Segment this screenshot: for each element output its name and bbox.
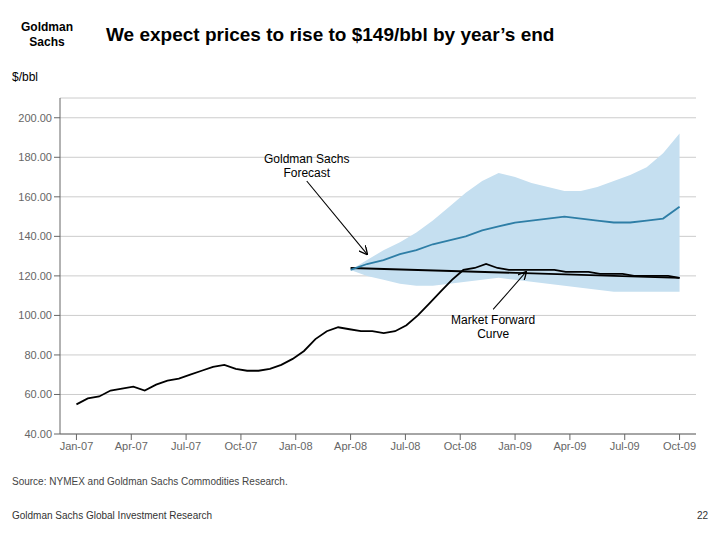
svg-text:Oct-08: Oct-08	[444, 440, 477, 452]
svg-text:180.00: 180.00	[18, 151, 52, 163]
svg-text:100.00: 100.00	[18, 309, 52, 321]
svg-text:Apr-09: Apr-09	[553, 440, 586, 452]
svg-text:Market ForwardCurve: Market ForwardCurve	[451, 313, 535, 341]
svg-text:Jan-09: Jan-09	[498, 440, 532, 452]
svg-text:Oct-09: Oct-09	[663, 440, 696, 452]
html-text:Goldman Sachs Global Investmen: Goldman Sachs Global Investment Research	[12, 510, 213, 521]
svg-text:Jan-08: Jan-08	[279, 440, 313, 452]
html-text:$/bbl: $/bbl	[12, 70, 38, 84]
svg-text:60.00: 60.00	[24, 388, 52, 400]
svg-text:Jan-07: Jan-07	[60, 440, 94, 452]
svg-text:80.00: 80.00	[24, 349, 52, 361]
svg-text:Jul-08: Jul-08	[390, 440, 420, 452]
svg-text:140.00: 140.00	[18, 230, 52, 242]
svg-text:Oct-07: Oct-07	[224, 440, 257, 452]
html-text:Sachs: Sachs	[29, 35, 65, 49]
html-text:22: 22	[696, 510, 708, 521]
svg-text:200.00: 200.00	[18, 112, 52, 124]
svg-text:160.00: 160.00	[18, 191, 52, 203]
html-text:We expect prices to rise to $1: We expect prices to rise to $149/bbl by …	[106, 24, 555, 45]
html-text:Goldman: Goldman	[21, 20, 73, 34]
svg-text:40.00: 40.00	[24, 428, 52, 440]
svg-text:Goldman SachsForecast: Goldman SachsForecast	[264, 152, 349, 180]
svg-text:Jul-09: Jul-09	[610, 440, 640, 452]
svg-text:Jul-07: Jul-07	[171, 440, 201, 452]
svg-text:Apr-08: Apr-08	[334, 440, 367, 452]
svg-text:Apr-07: Apr-07	[115, 440, 148, 452]
svg-text:120.00: 120.00	[18, 270, 52, 282]
html-text:Source: NYMEX and Goldman Sach: Source: NYMEX and Goldman Sachs Commodit…	[12, 476, 288, 487]
